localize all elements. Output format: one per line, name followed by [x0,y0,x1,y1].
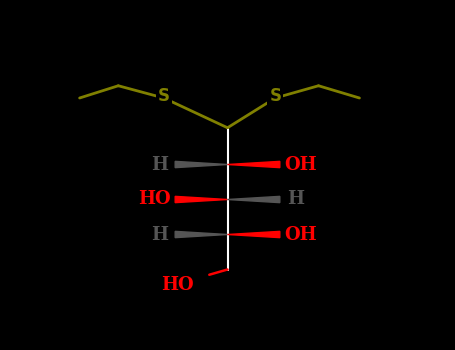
Text: OH: OH [284,155,317,174]
Text: OH: OH [284,225,317,244]
Polygon shape [228,231,280,238]
Polygon shape [228,196,280,203]
Text: H: H [152,225,168,244]
Polygon shape [228,161,280,168]
Polygon shape [175,161,228,168]
Text: S: S [269,87,281,105]
Text: H: H [152,155,168,174]
Text: HO: HO [161,276,193,294]
Text: H: H [287,190,303,209]
Polygon shape [175,231,228,238]
Text: HO: HO [138,190,171,209]
Polygon shape [175,196,228,203]
Text: S: S [158,87,170,105]
